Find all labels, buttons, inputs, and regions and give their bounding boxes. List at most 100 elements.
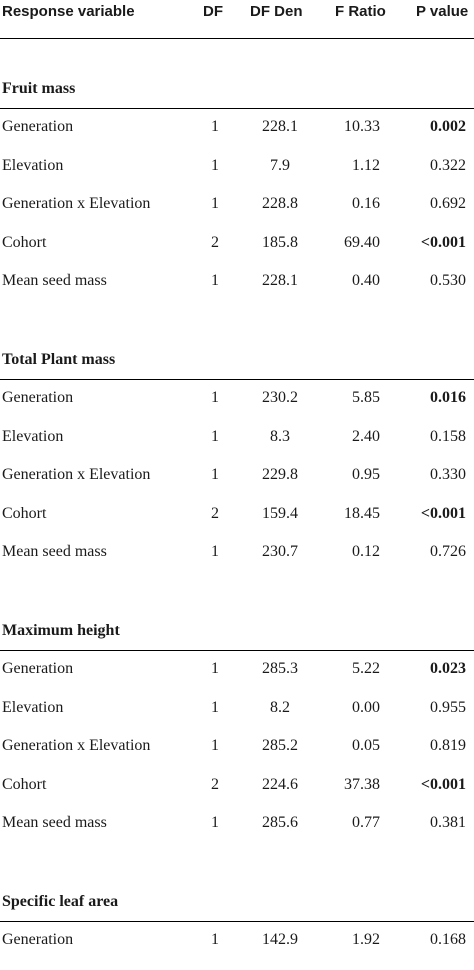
header-df-den: DF Den [250, 3, 303, 20]
cell-f-ratio: 2.40 [352, 428, 380, 445]
cell-df: 2 [211, 505, 219, 522]
cell-f-ratio: 5.85 [352, 389, 380, 406]
cell-p-value: 0.530 [430, 272, 466, 289]
cell-df-den: 285.3 [262, 660, 298, 677]
cell-df-den: 7.9 [270, 157, 290, 174]
cell-term: Elevation [2, 428, 64, 445]
cell-term: Generation [2, 389, 74, 406]
table-row: Cohort 2 224.6 37.38 <0.001 [0, 776, 474, 815]
cell-f-ratio: 0.77 [352, 814, 380, 831]
cell-term: Cohort [2, 505, 47, 522]
cell-p-value: 0.322 [430, 157, 466, 174]
cell-df: 1 [211, 118, 219, 135]
cell-df-den: 8.2 [270, 699, 290, 716]
cell-f-ratio: 18.45 [344, 505, 380, 522]
cell-p-value: <0.001 [420, 505, 466, 522]
section-rule [0, 108, 474, 109]
cell-df-den: 230.2 [262, 389, 298, 406]
cell-term: Cohort [2, 776, 47, 793]
table-row: Generation x Elevation 1 285.2 0.05 0.819 [0, 737, 474, 776]
cell-f-ratio: 1.12 [352, 157, 380, 174]
cell-f-ratio: 5.22 [352, 660, 380, 677]
table-row: Mean seed mass 1 228.1 0.40 0.530 [0, 272, 474, 311]
cell-p-value: 0.016 [430, 389, 466, 406]
table-row: Cohort 2 159.4 18.45 <0.001 [0, 505, 474, 544]
cell-df: 1 [211, 814, 219, 831]
cell-df: 2 [211, 776, 219, 793]
section-title: Fruit mass [2, 80, 76, 97]
cell-df-den: 159.4 [262, 505, 298, 522]
cell-p-value: 0.381 [430, 814, 466, 831]
cell-df: 1 [211, 466, 219, 483]
cell-term: Generation x Elevation [2, 195, 151, 212]
cell-term: Generation [2, 660, 74, 677]
cell-f-ratio: 0.95 [352, 466, 380, 483]
cell-df: 1 [211, 543, 219, 560]
cell-term: Cohort [2, 234, 47, 251]
cell-df: 1 [211, 660, 219, 677]
cell-f-ratio: 0.05 [352, 737, 380, 754]
cell-df-den: 228.1 [262, 272, 298, 289]
cell-p-value: 0.023 [430, 660, 466, 677]
cell-df-den: 228.1 [262, 118, 298, 135]
header-df: DF [203, 3, 223, 20]
table-row: Mean seed mass 1 285.6 0.77 0.381 [0, 814, 474, 853]
cell-f-ratio: 1.92 [352, 931, 380, 948]
cell-p-value: <0.001 [420, 234, 466, 251]
cell-df-den: 142.9 [262, 931, 298, 948]
cell-f-ratio: 0.16 [352, 195, 380, 212]
cell-term: Mean seed mass [2, 814, 107, 831]
section-title: Specific leaf area [2, 893, 119, 910]
table-row: Generation 1 142.9 1.92 0.168 [0, 931, 474, 970]
cell-df: 1 [211, 699, 219, 716]
table-row: Generation x Elevation 1 228.8 0.16 0.692 [0, 195, 474, 234]
section-title: Maximum height [2, 622, 120, 639]
cell-f-ratio: 0.12 [352, 543, 380, 560]
cell-term: Generation x Elevation [2, 466, 151, 483]
cell-f-ratio: 37.38 [344, 776, 380, 793]
cell-p-value: 0.168 [430, 931, 466, 948]
table-row: Elevation 1 8.3 2.40 0.158 [0, 428, 474, 467]
table-row: Generation 1 228.1 10.33 0.002 [0, 118, 474, 157]
section-rule [0, 650, 474, 651]
cell-df: 1 [211, 931, 219, 948]
cell-p-value: 0.692 [430, 195, 466, 212]
table-row: Generation 1 230.2 5.85 0.016 [0, 389, 474, 428]
section-title: Total Plant mass [2, 351, 116, 368]
header-p-value: P value [416, 3, 469, 20]
table-row: Mean seed mass 1 230.7 0.12 0.726 [0, 543, 474, 582]
cell-df-den: 230.7 [262, 543, 298, 560]
header-f-ratio: F Ratio [335, 3, 386, 20]
cell-p-value: 0.330 [430, 466, 466, 483]
cell-f-ratio: 10.33 [344, 118, 380, 135]
cell-df-den: 285.6 [262, 814, 298, 831]
cell-df: 1 [211, 389, 219, 406]
cell-p-value: 0.158 [430, 428, 466, 445]
cell-p-value: <0.001 [420, 776, 466, 793]
cell-df: 1 [211, 272, 219, 289]
cell-term: Mean seed mass [2, 272, 107, 289]
cell-df: 1 [211, 428, 219, 445]
cell-term: Elevation [2, 699, 64, 716]
section-rule [0, 921, 474, 922]
table-row: Cohort 2 185.8 69.40 <0.001 [0, 234, 474, 273]
cell-df-den: 228.8 [262, 195, 298, 212]
cell-df: 1 [211, 737, 219, 754]
cell-df-den: 285.2 [262, 737, 298, 754]
cell-df: 1 [211, 195, 219, 212]
table-row: Generation x Elevation 1 229.8 0.95 0.330 [0, 466, 474, 505]
cell-df: 1 [211, 157, 219, 174]
table-row: Elevation 1 7.9 1.12 0.322 [0, 157, 474, 196]
cell-term: Generation [2, 931, 74, 948]
cell-term: Elevation [2, 157, 64, 174]
cell-df-den: 229.8 [262, 466, 298, 483]
cell-df-den: 224.6 [262, 776, 298, 793]
cell-term: Mean seed mass [2, 543, 107, 560]
cell-p-value: 0.726 [430, 543, 466, 560]
cell-f-ratio: 0.00 [352, 699, 380, 716]
header-response-variable: Response variable [2, 3, 135, 20]
cell-f-ratio: 0.40 [352, 272, 380, 289]
cell-df: 2 [211, 234, 219, 251]
cell-p-value: 0.819 [430, 737, 466, 754]
table-row: Elevation 1 8.2 0.00 0.955 [0, 699, 474, 738]
